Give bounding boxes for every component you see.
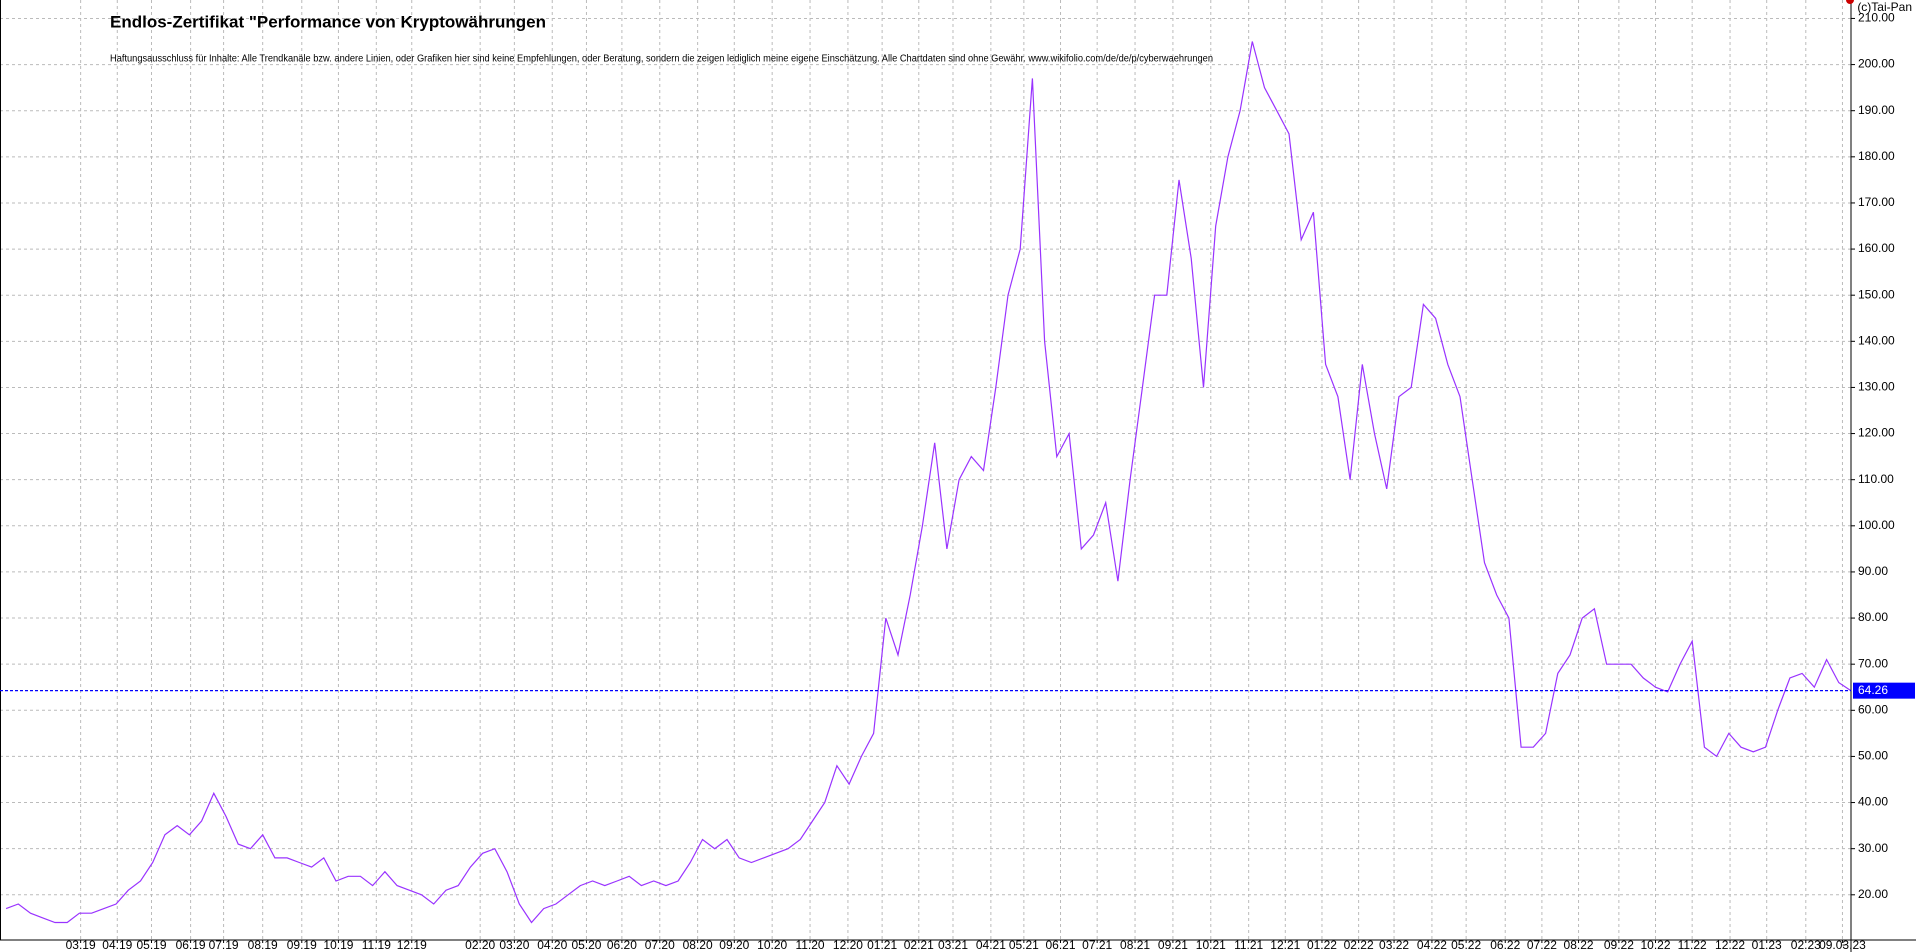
x-tick-label: 11.20 [795, 938, 824, 952]
y-tick-label: 120.00 [1858, 426, 1895, 440]
y-tick-label: 210.00 [1858, 11, 1895, 25]
y-tick-label: 50.00 [1858, 749, 1888, 763]
axis-end-label: - [1842, 937, 1846, 951]
x-tick-label: 08.22 [1564, 938, 1594, 952]
x-tick-label: 04.20 [537, 938, 567, 952]
x-tick-label: 02.23 [1791, 938, 1821, 952]
x-tick-label: 05.20 [571, 938, 601, 952]
copyright: (c)Tai-Pan [1857, 0, 1912, 14]
y-tick-label: 40.00 [1858, 795, 1888, 809]
x-tick-label: 05.21 [1009, 938, 1039, 952]
y-tick-label: 30.00 [1858, 841, 1888, 855]
y-tick-label: 100.00 [1858, 518, 1895, 532]
x-tick-label: 09.03.23 [1819, 938, 1866, 952]
x-tick-label: 06.19 [176, 938, 206, 952]
x-tick-label: 12.21 [1270, 938, 1300, 952]
labels: 20.00 30.00 40.00 50.00 60.00 70.00 80.00 90.00… [66, 11, 1915, 952]
line-series [5, 41, 1852, 924]
last-value-label: 64.26 [1858, 683, 1888, 697]
x-tick-label: 07.19 [209, 938, 239, 952]
x-tick-label: 09.20 [719, 938, 749, 952]
y-tick-label: 170.00 [1858, 195, 1895, 209]
x-tick-label: 01.22 [1307, 938, 1337, 952]
x-tick-label: 02.20 [465, 938, 495, 952]
y-tick-label: 60.00 [1858, 702, 1888, 716]
x-tick-label: 03.21 [938, 938, 968, 952]
x-tick-label: 08.20 [683, 938, 713, 952]
x-tick-label: 01.21 [867, 938, 897, 952]
y-tick-label: 80.00 [1858, 610, 1888, 624]
x-tick-label: 11.19 [362, 938, 391, 952]
x-tick-label: 04.21 [976, 938, 1006, 952]
x-tick-label: 01.23 [1752, 938, 1782, 952]
x-tick-label: 07.21 [1082, 938, 1112, 952]
y-tick-label: 130.00 [1858, 380, 1895, 394]
x-tick-label: 08.19 [248, 938, 278, 952]
x-tick-label: 09.22 [1604, 938, 1634, 952]
x-tick-label: 10.19 [323, 938, 353, 952]
x-tick-label: 12.22 [1715, 938, 1745, 952]
x-tick-label: 06.22 [1490, 938, 1520, 952]
x-tick-label: 05.22 [1451, 938, 1481, 952]
y-tick-label: 140.00 [1858, 333, 1895, 347]
y-tick-label: 190.00 [1858, 103, 1895, 117]
x-tick-label: 09.19 [287, 938, 317, 952]
y-tick-label: 150.00 [1858, 287, 1895, 301]
x-tick-label: 04.22 [1417, 938, 1447, 952]
x-tick-label: 06.20 [607, 938, 637, 952]
y-tick-label: 20.00 [1858, 887, 1888, 901]
x-tick-label: 05.19 [136, 938, 166, 952]
chart-subtitle: Haftungsausschluss für Inhalte: Alle Tre… [110, 54, 1213, 65]
x-tick-label: 04.19 [102, 938, 132, 952]
x-tick-label: 06.21 [1045, 938, 1075, 952]
x-tick-label: 10.21 [1196, 938, 1226, 952]
x-tick-label: 10.20 [757, 938, 787, 952]
x-tick-label: 11.22 [1678, 938, 1707, 952]
y-tick-label: 160.00 [1858, 241, 1895, 255]
y-tick-label: 200.00 [1858, 57, 1895, 71]
x-tick-label: 03.20 [499, 938, 529, 952]
x-tick-label: 03.22 [1379, 938, 1409, 952]
x-tick-label: 10.22 [1640, 938, 1670, 952]
y-tick-label: 90.00 [1858, 564, 1888, 578]
x-tick-label: 03.19 [66, 938, 96, 952]
x-tick-label: 02.21 [904, 938, 934, 952]
x-tick-label: 09.21 [1158, 938, 1188, 952]
y-tick-label: 110.00 [1858, 472, 1894, 486]
x-tick-label: 11.21 [1234, 938, 1263, 952]
x-tick-label: 08.21 [1120, 938, 1150, 952]
last-value-box [1853, 682, 1915, 699]
y-tick-label: 70.00 [1858, 656, 1888, 670]
x-tick-label: 07.22 [1527, 938, 1557, 952]
x-tick-label: 12.19 [397, 938, 427, 952]
corner-dot [1846, 0, 1854, 4]
chart-title: Endlos-Zertifikat "Performance von Krypt… [110, 12, 546, 31]
x-tick-label: 07.20 [645, 938, 675, 952]
y-tick-label: 180.00 [1858, 149, 1895, 163]
x-tick-label: 12.20 [833, 938, 863, 952]
x-tick-label: 02.22 [1344, 938, 1374, 952]
marks [0, 41, 1852, 924]
